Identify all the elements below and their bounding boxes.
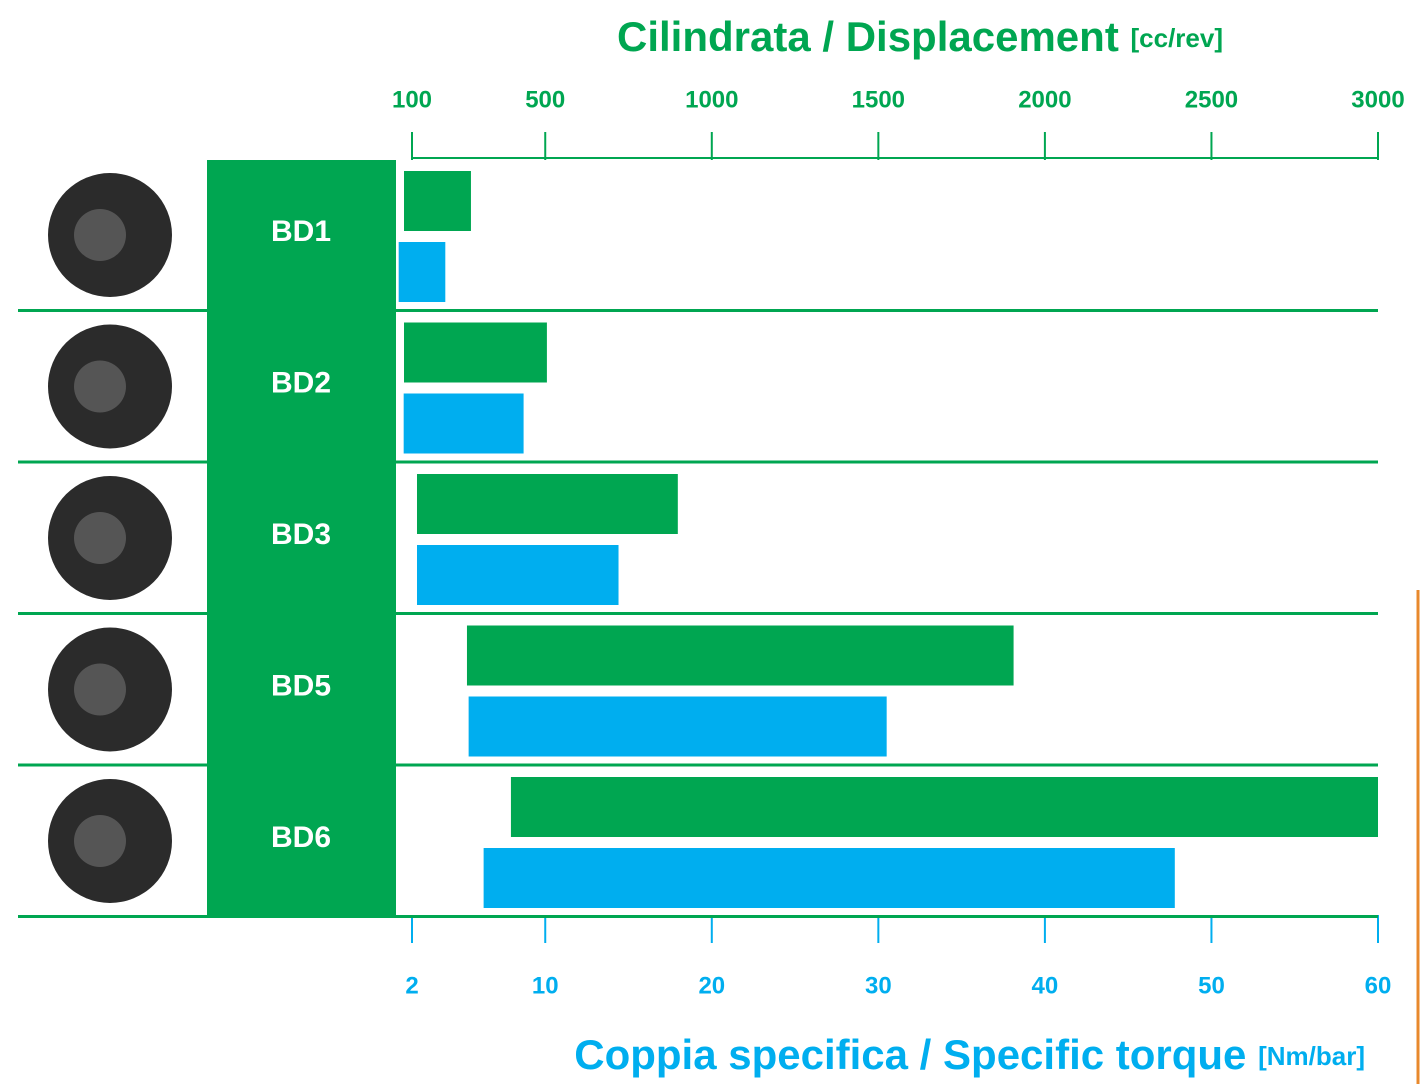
range-bar xyxy=(467,626,1014,686)
range-bar xyxy=(417,545,619,605)
x2-tick-label: 60 xyxy=(1365,972,1392,999)
x-tick-label: 500 xyxy=(525,86,565,113)
motor-image-hub xyxy=(74,361,126,413)
x-tick-label: 2000 xyxy=(1018,86,1071,113)
x2-axis-title: Coppia specifica / Specific torque [Nm/b… xyxy=(574,1031,1365,1078)
x-tick-label: 3000 xyxy=(1351,86,1404,113)
range-bar xyxy=(469,697,887,757)
x2-tick-label: 40 xyxy=(1032,972,1059,999)
x-tick-label: 1000 xyxy=(685,86,738,113)
category-label: BD2 xyxy=(271,366,331,399)
x-tick-label: 100 xyxy=(392,86,432,113)
x2-tick-label: 2 xyxy=(405,972,418,999)
x-tick-label: 2500 xyxy=(1185,86,1238,113)
motor-image-hub xyxy=(74,512,126,564)
x-unit: [cc/rev] xyxy=(1130,23,1223,53)
motor-image-hub xyxy=(74,815,126,867)
x2-unit: [Nm/bar] xyxy=(1258,1041,1365,1071)
category-label: BD1 xyxy=(271,215,331,248)
range-bar xyxy=(511,777,1378,837)
range-bar xyxy=(404,394,524,454)
range-bar xyxy=(417,474,678,534)
range-bar xyxy=(484,848,1175,908)
x2-tick-label: 30 xyxy=(865,972,892,999)
range-bar xyxy=(404,323,547,383)
x2-title: Coppia specifica / Specific torque xyxy=(574,1031,1246,1078)
x2-tick-label: 10 xyxy=(532,972,559,999)
page: {"chart_data": {"type": "range-bar", "x_… xyxy=(0,0,1420,1084)
chart: Cilindrata / Displacement [cc/rev] Coppi… xyxy=(0,0,1420,1084)
x-title: Cilindrata / Displacement xyxy=(617,13,1119,60)
range-bar xyxy=(404,171,471,231)
motor-image-hub xyxy=(74,209,126,261)
category-label: BD3 xyxy=(271,518,331,551)
range-bar xyxy=(399,242,446,302)
x2-tick-label: 50 xyxy=(1198,972,1225,999)
x2-tick-label: 20 xyxy=(698,972,725,999)
category-label: BD6 xyxy=(271,821,331,854)
category-label: BD5 xyxy=(271,669,331,702)
x-axis-title: Cilindrata / Displacement [cc/rev] xyxy=(617,13,1223,60)
motor-image-hub xyxy=(74,664,126,716)
x-tick-label: 1500 xyxy=(852,86,905,113)
